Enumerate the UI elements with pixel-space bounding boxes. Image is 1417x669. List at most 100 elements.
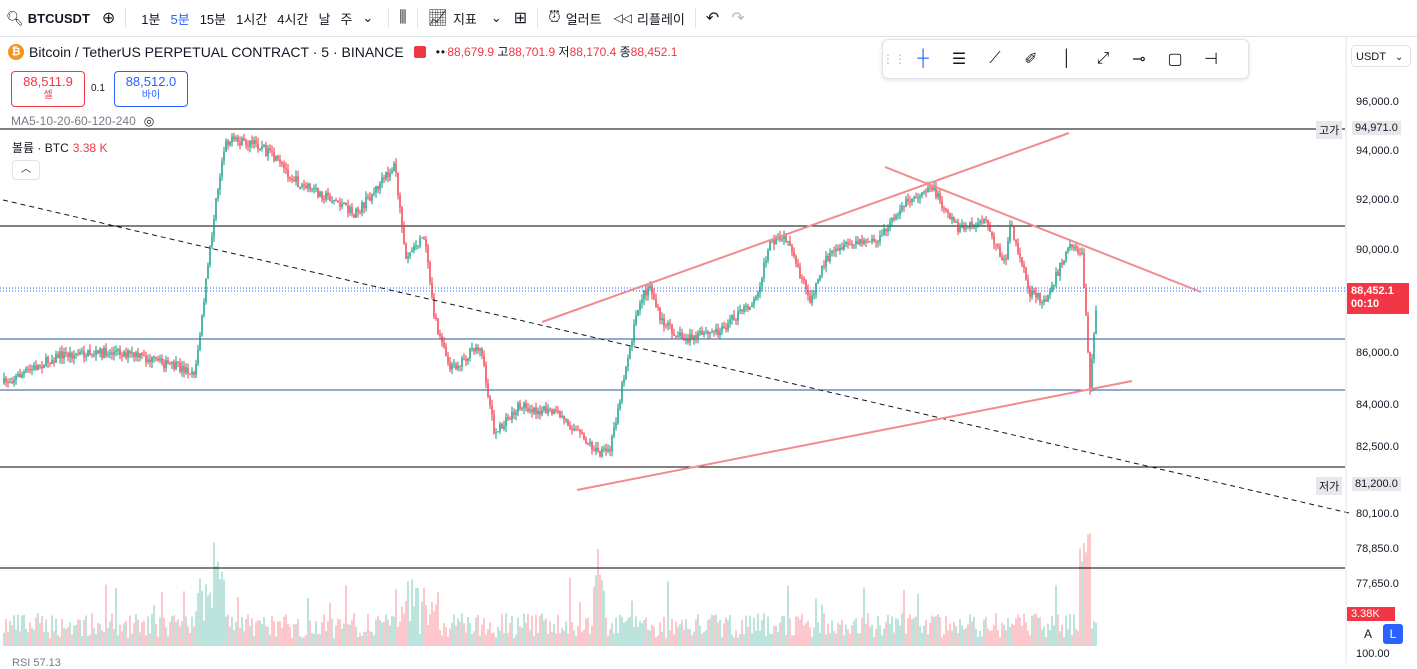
candle-body bbox=[353, 213, 355, 218]
candle-body bbox=[115, 350, 117, 353]
volume-bar bbox=[789, 618, 791, 646]
collapse-legend-button[interactable]: ︿ bbox=[12, 160, 40, 180]
candle-body bbox=[117, 349, 119, 351]
interval-day[interactable]: 날 bbox=[318, 11, 331, 27]
candle-body bbox=[41, 366, 43, 369]
volume-bar bbox=[323, 614, 325, 646]
volume-bar bbox=[359, 632, 361, 646]
candle-body bbox=[553, 409, 555, 415]
axis-label: 86,000.0 bbox=[1356, 347, 1399, 359]
candle-body bbox=[859, 239, 861, 245]
rectangle-icon[interactable]: ▢ bbox=[1167, 51, 1183, 68]
candle-body bbox=[695, 335, 697, 338]
crosshair-icon[interactable]: ┼ bbox=[917, 50, 929, 67]
drag-handle-icon[interactable]: ⋮⋮ bbox=[882, 52, 906, 66]
measure-icon[interactable]: ⊣ bbox=[1204, 51, 1218, 68]
alerts-button[interactable]: ⏰︎ 얼러트 bbox=[542, 0, 607, 36]
candle-body bbox=[821, 266, 823, 276]
volume-bar bbox=[727, 620, 729, 646]
brush-icon[interactable]: ✐ bbox=[1024, 51, 1038, 68]
log-scale-button[interactable]: L bbox=[1383, 624, 1403, 644]
candle-body bbox=[705, 331, 707, 333]
ray-icon[interactable]: ⤢ bbox=[1096, 50, 1110, 67]
channel-upper-trendline[interactable] bbox=[541, 132, 1070, 323]
candle-body bbox=[525, 403, 527, 408]
volume-bar bbox=[597, 548, 599, 646]
replay-button[interactable]: ◁◁ 리플레이 bbox=[608, 0, 691, 36]
volume-indicator[interactable]: 볼륨 · BTC 3.38 K bbox=[12, 139, 107, 156]
horizontal-ray-icon[interactable]: ⊸ bbox=[1132, 51, 1146, 68]
volume-bar bbox=[405, 600, 407, 646]
ma-indicator[interactable]: MA5-10-20-60-120-240 ◎ bbox=[11, 114, 154, 128]
volume-bar bbox=[1077, 630, 1079, 646]
candle-body bbox=[471, 348, 473, 349]
volume-bar bbox=[997, 630, 999, 646]
interval-1h[interactable]: 1시간 bbox=[236, 11, 268, 27]
volume-bar bbox=[91, 613, 93, 646]
volume-bar bbox=[243, 631, 245, 646]
dashed-trendline[interactable] bbox=[2, 199, 1350, 514]
interval-1m[interactable]: 1분 bbox=[141, 11, 161, 27]
volume-bar bbox=[481, 624, 483, 646]
volume-bar bbox=[635, 616, 637, 646]
volume-bar bbox=[431, 601, 433, 646]
currency-select[interactable]: USDT ⌄ bbox=[1351, 45, 1411, 67]
volume-bar bbox=[555, 633, 557, 646]
trendline-icon[interactable]: ⟋ bbox=[989, 50, 1001, 67]
descending-trendline[interactable] bbox=[884, 166, 1202, 293]
price-chart[interactable] bbox=[0, 37, 1417, 663]
candle-body bbox=[239, 142, 241, 146]
channel-lower-trendline[interactable] bbox=[576, 380, 1133, 491]
chevron-down-icon[interactable]: ⌄ bbox=[490, 10, 502, 25]
horizontal-lines-icon[interactable]: ☰ bbox=[951, 51, 967, 68]
candle-body bbox=[925, 191, 927, 193]
candle-body bbox=[445, 346, 447, 357]
chevron-down-icon[interactable]: ⌄ bbox=[362, 10, 374, 25]
volume-bar bbox=[49, 637, 51, 646]
buy-button[interactable]: 88,512.0 바이 bbox=[114, 71, 188, 107]
undo-button[interactable]: ↶ bbox=[700, 0, 725, 36]
candle-body bbox=[205, 278, 207, 302]
compare-button[interactable]: ⊕ bbox=[96, 0, 121, 36]
candle-body bbox=[955, 221, 957, 223]
candle-body bbox=[743, 306, 745, 312]
volume-bar bbox=[205, 584, 207, 646]
interval-15m[interactable]: 15분 bbox=[199, 11, 227, 27]
volume-bar bbox=[643, 620, 645, 646]
sell-button[interactable]: 88,511.9 셀 bbox=[11, 71, 85, 107]
auto-scale-button[interactable]: A bbox=[1363, 627, 1372, 641]
vertical-line-icon[interactable]: │ bbox=[1062, 50, 1072, 67]
interval-4h[interactable]: 4시간 bbox=[277, 11, 309, 27]
candle-body bbox=[93, 355, 95, 356]
volume-bar bbox=[715, 614, 717, 646]
chart-type-button[interactable]: ⫼ bbox=[393, 0, 412, 36]
volume-bar bbox=[357, 637, 359, 646]
volume-bar bbox=[219, 578, 221, 646]
flag-icon[interactable] bbox=[413, 45, 426, 58]
volume-bar bbox=[499, 630, 501, 646]
volume-bar bbox=[579, 602, 581, 646]
interval-week[interactable]: 주 bbox=[340, 11, 353, 27]
volume-bar bbox=[287, 623, 289, 646]
volume-bar bbox=[705, 630, 707, 646]
symbol-search[interactable]: 🔍︎ BTCUSDT bbox=[0, 0, 96, 36]
candle-body bbox=[557, 410, 559, 412]
volume-bar bbox=[469, 623, 471, 646]
symbol-title[interactable]: Bitcoin / TetherUS PERPETUAL CONTRACT · … bbox=[29, 43, 404, 60]
candle-body bbox=[1061, 262, 1063, 265]
redo-button[interactable]: ↷ bbox=[725, 0, 750, 36]
chart-legend[interactable]: ₿ Bitcoin / TetherUS PERPETUAL CONTRACT … bbox=[8, 43, 677, 60]
layouts-button[interactable]: ⊞ bbox=[508, 0, 533, 36]
volume-bar bbox=[863, 587, 865, 646]
candle-body bbox=[491, 405, 493, 415]
volume-bar bbox=[365, 631, 367, 646]
more-icon[interactable]: ••• bbox=[435, 44, 452, 59]
interval-5m[interactable]: 5분 bbox=[170, 11, 190, 27]
indicators-button[interactable]: 📈︎ 지표 ⌄ bbox=[422, 0, 508, 36]
volume-bar bbox=[971, 621, 973, 646]
candle-body bbox=[73, 354, 75, 359]
alarm-clock-icon: ⏰︎ bbox=[548, 9, 561, 26]
volume-bar bbox=[159, 617, 161, 646]
eye-off-icon[interactable]: ◎ bbox=[143, 114, 155, 128]
volume-bar bbox=[939, 617, 941, 646]
